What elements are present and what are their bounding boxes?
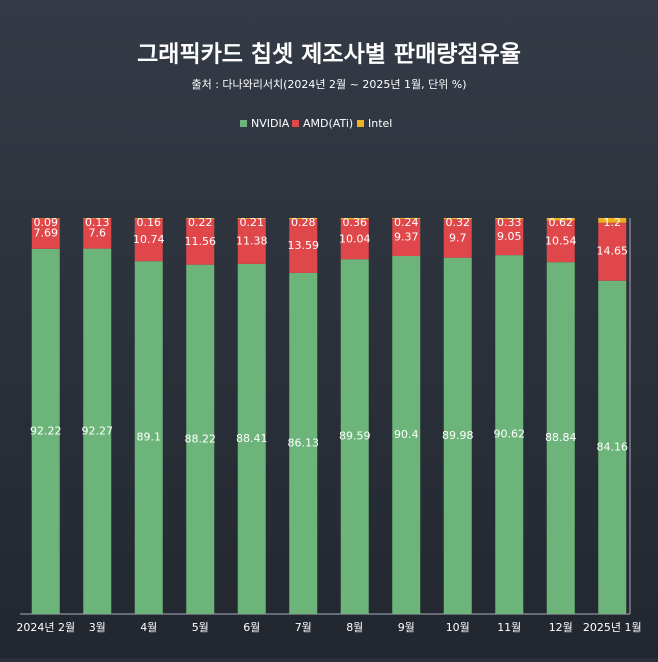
x-tick-label: 11월 xyxy=(497,621,521,634)
data-label: 88.22 xyxy=(185,432,217,445)
data-label: 10.74 xyxy=(133,233,165,246)
data-label: 9.05 xyxy=(497,230,522,243)
x-tick-label: 12월 xyxy=(549,621,573,634)
data-label: 0.33 xyxy=(497,216,522,229)
x-tick-label: 10월 xyxy=(446,621,470,634)
data-label: 0.16 xyxy=(137,216,162,229)
legend-label: AMD(ATi) xyxy=(303,117,353,130)
data-label: 0.22 xyxy=(188,216,213,229)
data-label: 89.59 xyxy=(339,430,371,443)
data-label: 10.54 xyxy=(545,234,577,247)
x-tick-label: 8월 xyxy=(346,621,363,634)
legend: NVIDIA AMD(ATi) Intel xyxy=(240,117,392,130)
data-label: 0.62 xyxy=(549,216,574,229)
data-label: 89.1 xyxy=(137,431,162,444)
data-label: 88.41 xyxy=(236,432,268,445)
data-label: 10.04 xyxy=(339,232,371,245)
data-label: 84.16 xyxy=(597,440,629,453)
data-label: 0.13 xyxy=(85,216,110,229)
data-label: 89.98 xyxy=(442,429,474,442)
x-tick-label: 9월 xyxy=(398,621,415,634)
data-label: 9.7 xyxy=(449,231,467,244)
data-label: 0.21 xyxy=(240,216,265,229)
data-label: 0.32 xyxy=(446,216,471,229)
data-label: 0.24 xyxy=(394,216,419,229)
legend-label: NVIDIA xyxy=(251,117,290,130)
x-tick-label: 3월 xyxy=(89,621,106,634)
chart-title: 그래픽카드 칩셋 제조사별 판매량점유율 xyxy=(137,42,521,68)
data-label: 11.56 xyxy=(185,235,217,248)
data-label: 1.2 xyxy=(604,216,622,229)
data-label: 11.38 xyxy=(236,234,268,247)
data-label: 86.13 xyxy=(288,436,320,449)
data-label: 9.37 xyxy=(394,230,419,243)
data-label: 13.59 xyxy=(288,239,320,252)
legend-swatch xyxy=(292,120,299,127)
x-tick-label: 2025년 1월 xyxy=(583,621,642,634)
x-tick-label: 4월 xyxy=(140,621,157,634)
chart-subtitle: 출처 : 다나와리서치(2024년 2월 ~ 2025년 1월, 단위 %) xyxy=(191,78,466,91)
data-label: 88.84 xyxy=(545,431,577,444)
legend-label: Intel xyxy=(368,117,392,130)
data-label: 0.28 xyxy=(291,216,316,229)
data-label: 90.62 xyxy=(494,428,526,441)
x-tick-label: 7월 xyxy=(295,621,312,634)
data-label: 92.22 xyxy=(30,424,62,437)
data-label: 0.36 xyxy=(343,216,368,229)
x-tick-label: 6월 xyxy=(243,621,260,634)
data-label: 92.27 xyxy=(82,424,114,437)
data-label: 90.4 xyxy=(394,428,419,441)
x-tick-label: 5월 xyxy=(192,621,209,634)
data-label: 0.09 xyxy=(34,216,59,229)
x-tick-label: 2024년 2월 xyxy=(16,621,75,634)
legend-swatch xyxy=(240,120,247,127)
legend-swatch xyxy=(357,120,364,127)
data-label: 14.65 xyxy=(597,245,629,258)
